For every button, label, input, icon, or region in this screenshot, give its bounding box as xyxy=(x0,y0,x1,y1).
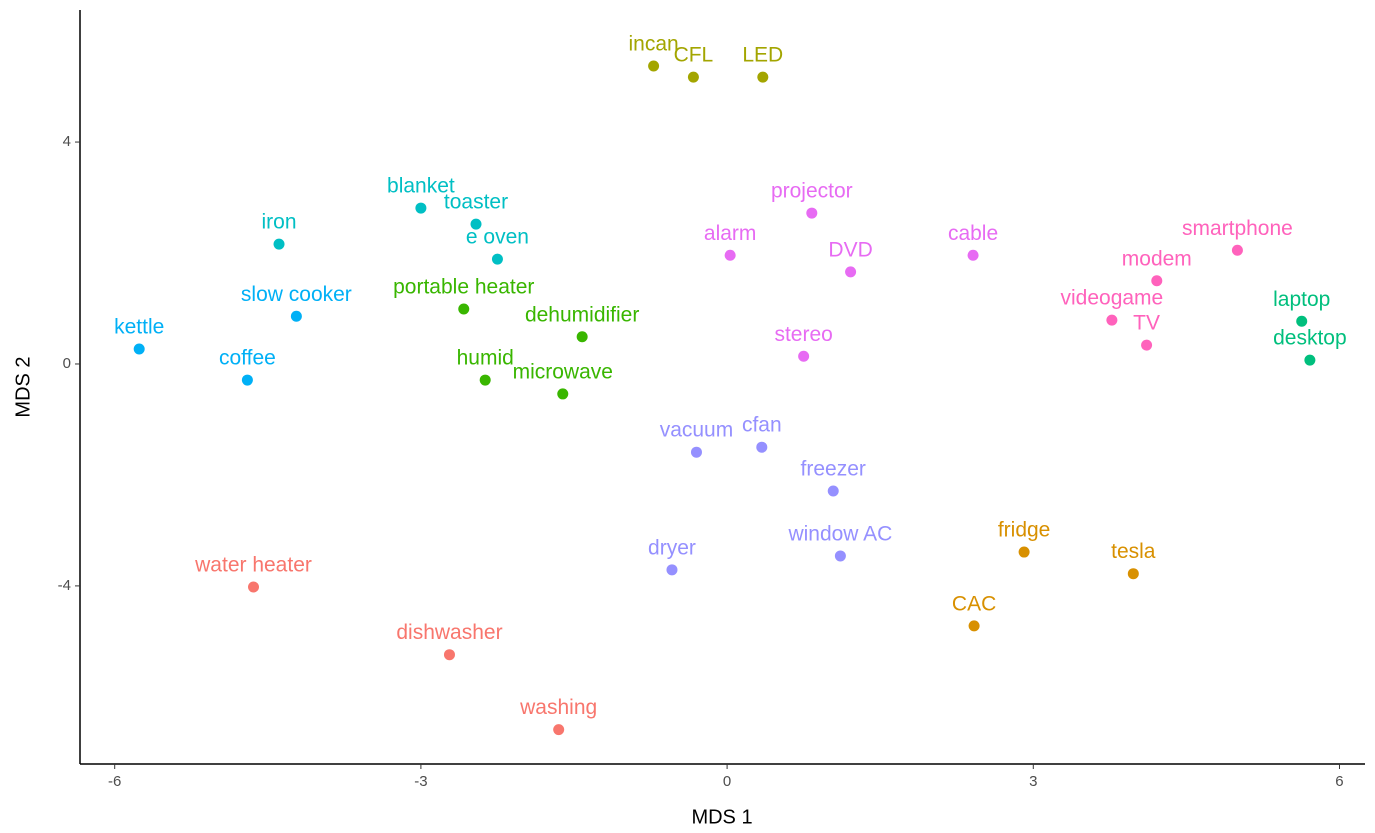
point-label: humid xyxy=(457,347,514,370)
point-label: laptop xyxy=(1273,288,1330,311)
y-tick-label: 4 xyxy=(63,133,71,150)
x-axis-title: MDS 1 xyxy=(691,806,752,828)
point xyxy=(690,446,702,458)
point-label: washing xyxy=(519,696,597,719)
y-axis-title: MDS 2 xyxy=(12,356,34,417)
point-label: cfan xyxy=(742,414,782,437)
point xyxy=(834,550,846,562)
point-label: blanket xyxy=(387,175,455,198)
point-label: water heater xyxy=(194,554,312,577)
point-label: iron xyxy=(262,211,297,234)
point-label: fridge xyxy=(998,519,1051,542)
point xyxy=(806,207,818,219)
point-label: projector xyxy=(771,180,853,203)
point xyxy=(666,564,678,576)
x-tick-label: -6 xyxy=(108,773,121,790)
point-label: tesla xyxy=(1111,540,1156,563)
point-label: incan xyxy=(629,33,679,56)
point xyxy=(827,485,839,497)
point-label: cable xyxy=(948,222,998,245)
x-tick-label: -3 xyxy=(414,773,427,790)
point-label: dehumidifier xyxy=(525,303,639,326)
point-label: videogame xyxy=(1061,287,1164,310)
x-tick-label: 6 xyxy=(1335,773,1343,790)
point-label: coffee xyxy=(219,347,276,370)
point xyxy=(1106,314,1118,326)
point-label: dryer xyxy=(648,536,696,559)
point xyxy=(458,303,470,315)
point xyxy=(1304,354,1316,366)
point xyxy=(1296,315,1308,327)
point-label: alarm xyxy=(704,222,757,245)
point-label: TV xyxy=(1133,312,1160,335)
point-label: CAC xyxy=(952,592,996,615)
point xyxy=(248,581,260,593)
point xyxy=(470,218,482,230)
y-tick-label: -4 xyxy=(58,577,71,594)
point-label: kettle xyxy=(114,316,164,339)
point xyxy=(1231,244,1243,256)
point xyxy=(757,71,769,83)
point xyxy=(648,60,660,72)
point xyxy=(553,724,565,736)
point xyxy=(687,71,699,83)
point-label: freezer xyxy=(801,458,866,481)
point-label: slow cooker xyxy=(241,283,352,306)
point xyxy=(479,374,491,386)
point xyxy=(273,238,285,250)
point xyxy=(1141,339,1153,351)
point xyxy=(1127,568,1139,580)
point xyxy=(1151,275,1163,287)
point xyxy=(967,249,979,261)
point-label: portable heater xyxy=(393,276,534,299)
point xyxy=(968,620,980,632)
point xyxy=(241,374,253,386)
point xyxy=(290,310,302,322)
point-label: dishwasher xyxy=(396,621,502,644)
point-label: smartphone xyxy=(1182,217,1293,240)
point xyxy=(415,202,427,214)
point-label: desktop xyxy=(1273,327,1347,350)
point-label: DVD xyxy=(828,238,872,261)
point-label: LED xyxy=(742,44,783,67)
point-label: CFL xyxy=(674,44,714,67)
point-label: window AC xyxy=(787,522,892,545)
point xyxy=(557,388,569,400)
point xyxy=(845,266,857,278)
point xyxy=(798,350,810,362)
x-tick-label: 3 xyxy=(1029,773,1037,790)
point-label: modem xyxy=(1122,247,1192,270)
point-label: microwave xyxy=(513,360,613,383)
point xyxy=(724,249,736,261)
point-label: stereo xyxy=(774,323,832,346)
point xyxy=(756,441,768,453)
point xyxy=(576,331,588,343)
point-label: e oven xyxy=(466,226,529,249)
point-label: vacuum xyxy=(660,419,734,442)
x-tick-label: 0 xyxy=(723,773,731,790)
point xyxy=(443,649,455,661)
point-label: toaster xyxy=(444,191,508,214)
point xyxy=(1018,546,1030,558)
point xyxy=(491,253,503,265)
y-tick-label: 0 xyxy=(63,355,71,372)
point xyxy=(133,343,145,355)
